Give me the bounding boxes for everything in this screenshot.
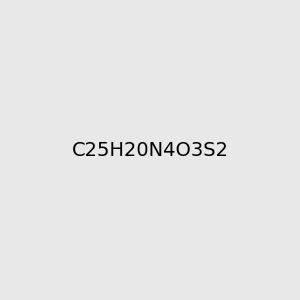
Text: C25H20N4O3S2: C25H20N4O3S2 xyxy=(71,140,229,160)
